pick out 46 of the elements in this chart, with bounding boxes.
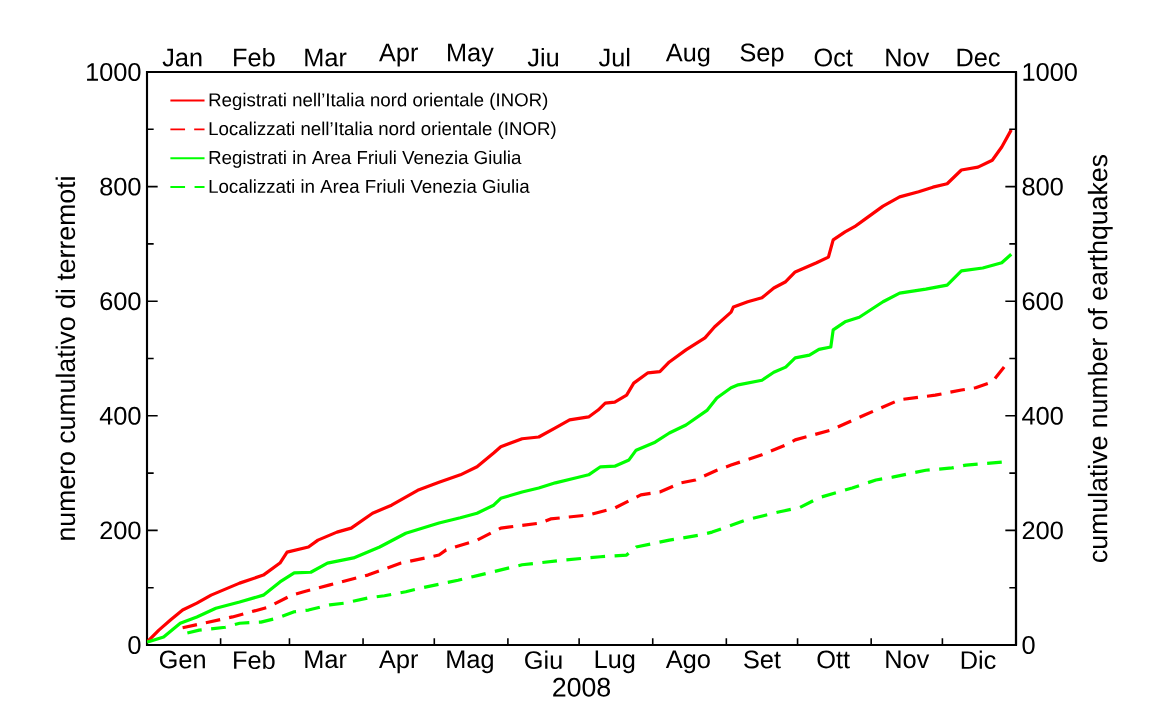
x2-tick-label: Apr [379, 43, 418, 67]
legend-label: Registrati in Area Friuli Venezia Giulia [209, 150, 522, 168]
x-tick-label: Mar [305, 650, 347, 669]
x-tick-label: Nov [886, 650, 930, 669]
line-series [147, 252, 1013, 644]
x-tick-label: Ago [665, 650, 710, 674]
x2-tick-label: Oct [814, 48, 853, 67]
x-tick-label: Apr [379, 650, 418, 674]
y2-tick-label: 800 [1022, 177, 1063, 196]
x-tick-label: Mag [447, 650, 493, 674]
y2-tick-label: 0 [1022, 636, 1035, 654]
x-tick-label: Dic [961, 650, 996, 670]
y2-tick-label: 200 [1022, 521, 1063, 540]
x2-tick-label: May [448, 43, 494, 67]
y-axis-title: numero cumulativo di terremoti [55, 177, 76, 540]
y2-tick-label: 400 [1022, 406, 1063, 425]
x2-tick-label: Mar [305, 48, 347, 67]
y-tick-label: 800 [100, 177, 141, 196]
x-tick-label: Ott [817, 650, 850, 669]
x2-tick-label: Feb [234, 47, 275, 67]
x2-tick-label: Sep [740, 43, 784, 67]
x-axis-title: 2008 [553, 677, 610, 697]
x2-tick-label: Aug [665, 43, 710, 67]
y-tick-label: 400 [99, 406, 141, 425]
line-series [181, 365, 1006, 630]
x-tick-label: Feb [234, 650, 275, 670]
y2-axis-title: cumulative number of earthquakes [1087, 154, 1113, 562]
y2-tick-label: 1000 [1023, 63, 1077, 81]
x2-tick-label: Jul [598, 47, 630, 67]
y2-tick-label: 600 [1022, 292, 1063, 311]
legend-label: Localizzati nell’Italia nord orientale (INOR) [209, 121, 556, 139]
y-tick-label: 200 [100, 521, 141, 540]
x-tick-label: Lug [595, 650, 635, 674]
x-tick-label: Giu [525, 650, 562, 670]
legend-label: Registrati nell’Italia nord orientale (INOR) [209, 92, 548, 111]
x2-tick-label: Jiu [527, 47, 559, 67]
y-tick-label: 0 [128, 636, 141, 654]
legend-label: Localizzati in Area Friuli Venezia Giulia [209, 179, 530, 194]
y-tick-label: 600 [100, 292, 141, 311]
x-tick-label: Gen [159, 650, 205, 669]
y-tick-label: 1000 [87, 63, 141, 81]
x2-tick-label: Dec [957, 48, 1000, 67]
x2-tick-label: Nov [886, 48, 930, 67]
line-series [185, 460, 1004, 635]
x-tick-label: Set [744, 650, 781, 669]
x2-tick-label: Jan [162, 48, 202, 67]
